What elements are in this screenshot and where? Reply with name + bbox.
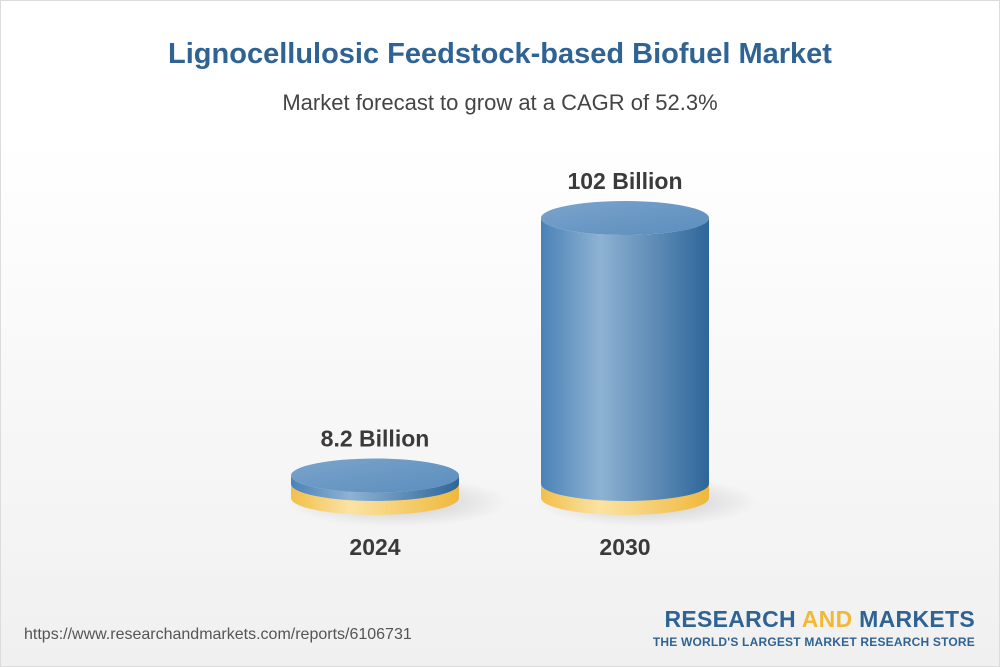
value-label: 102 Billion [567,168,682,194]
category-label: 2024 [349,534,400,560]
brand-name-accent: AND [801,606,853,632]
brand-name-part1: RESEARCH [664,606,802,632]
bar-2030: 102 Billion 2030 [535,168,759,560]
value-label: 8.2 Billion [321,425,430,451]
brand-logo: RESEARCH AND MARKETS THE WORLD'S LARGEST… [653,606,975,649]
bar-body [541,218,709,501]
brand-tagline: THE WORLD'S LARGEST MARKET RESEARCH STOR… [652,635,975,649]
bar-top [541,201,709,235]
bar-base-ring [291,484,459,515]
category-label: 2030 [599,534,650,560]
chart-title: Lignocellulosic Feedstock-based Biofuel … [168,38,832,70]
chart-subtitle: Market forecast to grow at a CAGR of 52.… [282,90,718,115]
brand-name: RESEARCH AND MARKETS [653,606,975,633]
brand-name-part3: MARKETS [852,606,975,632]
bar-top [291,458,459,493]
bar-body [291,475,459,501]
bar-base-ring [541,484,709,515]
bar-2024: 8.2 Billion 2024 [285,425,509,560]
source-url[interactable]: https://www.researchandmarkets.com/repor… [24,626,412,643]
